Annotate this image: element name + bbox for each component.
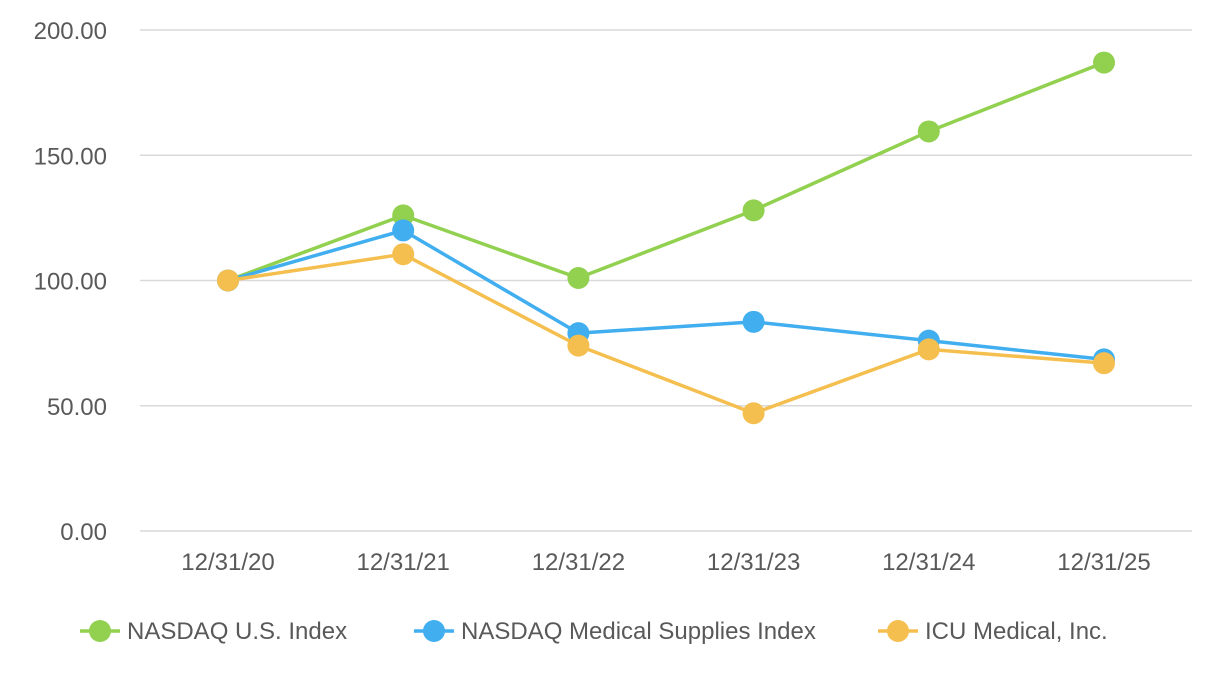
legend-swatch-marker (423, 620, 445, 642)
data-point (567, 266, 590, 289)
data-point (567, 334, 590, 357)
data-point (917, 338, 940, 361)
y-tick-label: 150.00 (34, 143, 107, 170)
data-point (742, 402, 765, 425)
legend-label: NASDAQ U.S. Index (127, 618, 347, 645)
y-tick-label: 100.00 (34, 269, 107, 296)
series-2 (217, 243, 1115, 425)
data-point (742, 310, 765, 333)
y-axis-ticks: 0.00 50.00 100.00 150.00 200.00 (34, 18, 107, 546)
y-tick-label: 0.00 (60, 519, 107, 546)
legend-item: NASDAQ U.S. Index (80, 618, 347, 645)
legend-swatch-marker (89, 620, 111, 642)
x-tick-label: 12/31/24 (882, 549, 975, 576)
legend-item: NASDAQ Medical Supplies Index (414, 618, 816, 645)
data-point (392, 243, 415, 266)
series-0 (217, 51, 1115, 292)
data-point (217, 269, 239, 292)
series-line (227, 60, 1105, 283)
legend-label: ICU Medical, Inc. (925, 618, 1108, 645)
data-point (742, 199, 765, 222)
series-1 (217, 219, 1115, 371)
x-tick-label: 12/31/25 (1057, 549, 1150, 576)
series-line (227, 252, 1105, 416)
x-tick-label: 12/31/20 (181, 549, 274, 576)
gridlines (140, 29, 1192, 532)
x-tick-label: 12/31/21 (356, 549, 449, 576)
data-point (1093, 352, 1115, 375)
series-layer (217, 51, 1115, 425)
legend-label: NASDAQ Medical Supplies Index (461, 618, 816, 645)
data-point (392, 219, 415, 242)
y-tick-label: 50.00 (47, 394, 107, 421)
x-tick-label: 12/31/23 (707, 549, 800, 576)
data-point (392, 204, 415, 227)
data-point (1093, 51, 1115, 74)
y-tick-label: 200.00 (34, 18, 107, 45)
legend: NASDAQ U.S. Index NASDAQ Medical Supplies… (80, 618, 1108, 645)
legend-swatch-marker (887, 620, 909, 642)
legend-item: ICU Medical, Inc. (878, 618, 1108, 645)
x-tick-label: 12/31/22 (532, 549, 625, 576)
x-axis-ticks: 12/31/20 12/31/21 12/31/22 12/31/23 12/31/24… (181, 549, 1150, 576)
series-line (227, 228, 1105, 362)
data-point (917, 120, 940, 143)
